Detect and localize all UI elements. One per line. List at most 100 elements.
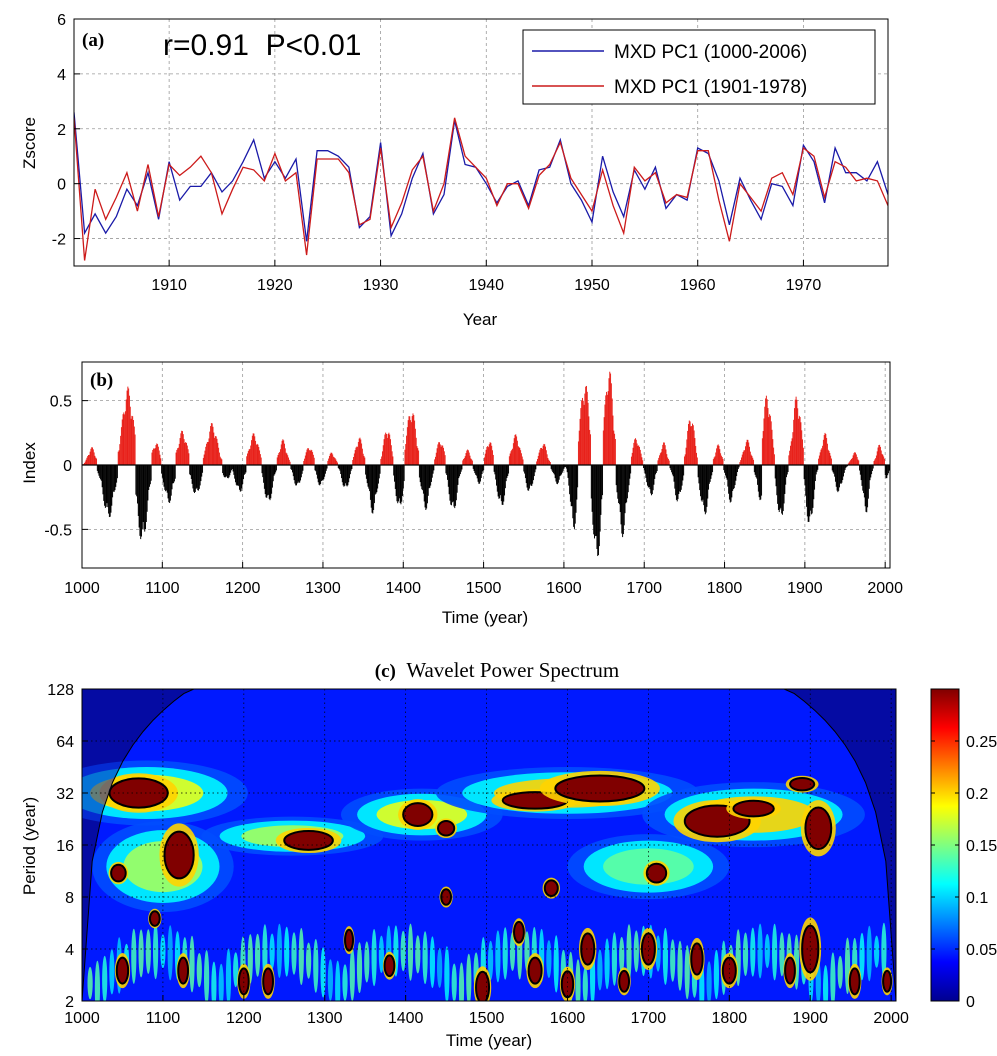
x-tick-label: 1930: [363, 277, 399, 294]
index-bar: [267, 465, 269, 495]
index-bar: [729, 465, 731, 503]
index-bar: [169, 465, 171, 501]
index-bar: [602, 465, 604, 496]
index-bar: [604, 404, 606, 465]
index-bar: [218, 447, 220, 465]
index-bar: [227, 465, 229, 479]
index-bar: [573, 465, 575, 527]
index-bar: [472, 465, 474, 469]
index-bar: [772, 439, 774, 465]
index-bar: [192, 465, 194, 489]
index-bar: [784, 465, 786, 494]
index-bar: [559, 465, 561, 477]
index-bar: [470, 458, 472, 465]
index-bar: [349, 465, 351, 475]
index-bar: [488, 447, 489, 465]
index-bar: [533, 465, 535, 477]
index-bar: [883, 456, 885, 465]
index-bar: [304, 458, 306, 465]
index-bar: [520, 450, 522, 465]
index-bar: [776, 465, 778, 496]
index-bar: [856, 456, 858, 465]
index-bar: [113, 465, 115, 492]
index-bar: [762, 431, 764, 465]
panel-b-bars: [82, 371, 890, 557]
index-bar: [137, 465, 138, 504]
index-bar: [659, 455, 661, 465]
index-bar: [310, 449, 312, 465]
index-bar: [480, 465, 482, 478]
index-bar: [492, 454, 494, 465]
index-bar: [512, 443, 514, 465]
index-bar: [591, 465, 593, 512]
index-bar: [158, 450, 160, 465]
index-bar: [758, 465, 760, 498]
index-bar: [423, 465, 425, 502]
index-bar: [147, 465, 149, 501]
significant-region: [283, 830, 334, 851]
index-bar: [342, 465, 344, 486]
index-bar: [587, 402, 589, 465]
index-bar: [495, 465, 497, 480]
index-bar: [655, 465, 657, 475]
index-bar: [366, 465, 368, 484]
index-bar: [112, 465, 114, 492]
index-bar: [586, 385, 587, 465]
index-bar: [773, 447, 775, 465]
power-stripe: [327, 959, 333, 1001]
index-bar: [215, 436, 217, 465]
index-bar: [650, 465, 652, 494]
power-stripe: [429, 936, 435, 988]
index-bar: [572, 465, 574, 519]
index-bar: [129, 406, 131, 465]
index-bar: [753, 465, 755, 473]
index-bar: [388, 432, 390, 465]
index-bar: [693, 430, 695, 465]
index-bar: [542, 445, 544, 465]
index-bar: [118, 450, 120, 465]
index-bar: [611, 398, 613, 465]
index-bar: [816, 465, 818, 472]
index-bar: [210, 426, 212, 465]
power-stripe: [225, 948, 232, 1001]
index-bar: [671, 465, 673, 475]
index-bar: [273, 465, 275, 476]
index-bar: [479, 465, 481, 484]
index-bar: [134, 434, 136, 465]
index-bar: [385, 432, 387, 465]
x-tick-label: 1700: [631, 1010, 667, 1027]
index-bar: [247, 453, 248, 465]
index-bar: [260, 457, 262, 465]
index-bar: [447, 465, 449, 487]
power-stripe: [269, 933, 275, 970]
index-bar: [251, 440, 253, 465]
index-bar: [583, 404, 585, 465]
index-bar: [858, 460, 860, 465]
index-bar: [849, 461, 851, 465]
power-stripe: [553, 935, 559, 993]
index-bar: [692, 425, 694, 465]
index-bar: [732, 465, 734, 491]
power-stripe: [131, 928, 137, 984]
index-bar: [529, 465, 531, 485]
index-bar: [104, 465, 106, 506]
index-bar: [654, 465, 656, 479]
index-bar: [690, 426, 692, 465]
index-bar: [763, 418, 765, 465]
index-bar: [332, 456, 334, 465]
index-bar: [588, 416, 590, 465]
index-bar: [727, 465, 729, 487]
index-bar: [375, 465, 377, 494]
index-bar: [623, 465, 625, 526]
index-bar: [649, 465, 651, 490]
index-bar: [677, 465, 679, 500]
index-bar: [458, 465, 460, 479]
index-bar: [135, 465, 137, 495]
index-bar: [202, 465, 204, 473]
index-bar: [153, 448, 155, 465]
significant-region: [475, 970, 491, 1001]
index-bar: [452, 465, 454, 502]
index-bar: [383, 439, 385, 465]
index-bar: [460, 465, 462, 472]
index-bar: [193, 465, 195, 492]
